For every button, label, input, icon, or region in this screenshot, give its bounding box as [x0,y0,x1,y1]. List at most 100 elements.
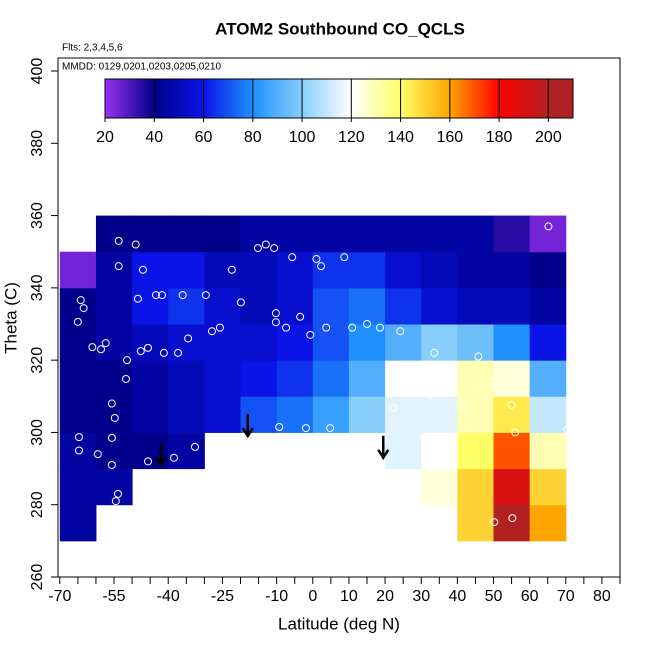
observation-point [143,457,152,466]
observation-point [459,402,468,411]
observation-point [79,304,88,313]
heat-cell [204,215,242,253]
observation-point [215,433,224,442]
heat-cell [385,432,422,470]
observation-point [136,347,145,356]
observation-point [271,309,280,318]
colorbar-tick-label: 200 [535,129,562,146]
y-tick-label: 340 [29,274,46,301]
heat-cell [493,432,531,470]
observation-point [178,291,187,300]
observation-point [114,262,123,271]
colorbar-tick-label: 180 [486,129,513,146]
colorbar-tick-label: 60 [195,129,213,146]
heat-cell [457,432,495,470]
heat-cell [457,396,495,433]
heat-cell [312,251,350,289]
heat-cell [276,324,314,361]
colorbar-tick-label: 100 [289,129,316,146]
heat-cell [312,360,350,397]
observation-point [517,374,526,383]
observation-point [173,348,182,357]
x-tick-label: 10 [340,588,358,605]
heat-cell [348,396,386,433]
x-tick-label: 20 [376,588,394,605]
x-tick-label: -40 [157,588,180,605]
observation-point [507,400,516,409]
heat-cell [59,396,97,433]
heat-cell [59,251,97,289]
observation-point [408,381,417,390]
heat-cell [421,251,458,289]
y-tick-label: 260 [29,564,46,591]
plot-area [59,215,572,542]
heat-cell [59,432,97,470]
x-tick-label: -70 [48,588,71,605]
heat-cell [312,215,350,253]
heat-cell [457,468,495,506]
arrow [377,435,390,461]
observation-point [107,399,116,408]
heat-cell [132,360,169,397]
heat-cell [240,396,278,433]
observation-point [88,343,97,352]
colorbar [104,78,574,119]
heat-cell [240,324,278,361]
observation-point [317,262,326,271]
heat-cell [529,251,567,289]
x-tick-label: 70 [557,588,575,605]
heat-cell [529,468,567,506]
observation-point [271,318,280,327]
observation-point [138,265,147,274]
heat-cell [240,251,278,289]
heat-cell [95,360,133,397]
observation-point [76,296,85,305]
observation-point [270,244,279,253]
observation-point [110,413,119,422]
x-tick-label: -55 [102,588,125,605]
heat-cell [493,251,531,289]
colorbar-tick-label: 20 [96,129,114,146]
arrow [241,414,254,439]
heat-cell [276,215,314,253]
observation-point [400,374,409,383]
colorbar-tick-label: 80 [244,129,262,146]
heat-cell [95,324,133,361]
heat-cell [59,324,97,361]
observation-point [184,334,193,343]
observation-point [376,323,385,332]
observation-point [121,374,130,383]
heat-cell [529,287,567,325]
y-tick-label: 360 [29,202,46,229]
heat-cell [95,287,133,325]
observation-point [253,244,262,253]
observation-point [301,424,310,433]
observation-point [363,320,372,329]
heat-cell [204,287,242,325]
observation-point [111,497,120,506]
colorbar-tick-label: 40 [145,129,163,146]
heat-cell [312,396,350,433]
heat-cell [276,396,314,433]
chart-title: ATOM2 Southbound CO_QCLS [215,19,465,38]
observation-point [282,323,291,332]
heat-cell [348,360,386,397]
heat-cell [95,215,133,253]
heat-cell [421,468,458,506]
heat-cell [348,215,386,253]
plot-frame [57,57,621,578]
observation-point [73,317,82,326]
observation-point [133,294,142,303]
observation-point [511,428,520,437]
heat-cell [421,287,458,325]
observation-point [426,390,435,399]
annotation: Flts: 2,3,4,5,6 [62,43,123,54]
heat-cell [385,396,422,433]
observation-point [312,254,321,263]
observation-point [487,377,496,386]
heat-cell [457,504,495,542]
x-tick-label: 30 [412,588,430,605]
heat-cell [421,215,458,253]
observation-point [389,403,398,412]
